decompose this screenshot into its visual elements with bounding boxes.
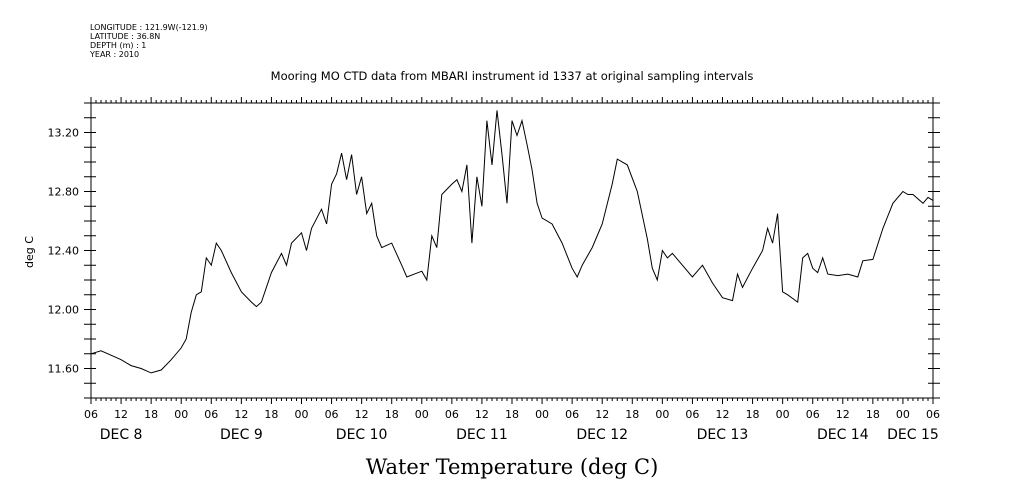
y-tick-label: 12.40	[48, 245, 80, 258]
x-day-label: DEC 11	[456, 427, 508, 443]
x-tick-label: 00	[174, 408, 188, 421]
x-tick-label: 18	[866, 408, 880, 421]
y-tick-label: 12.00	[48, 304, 80, 317]
metadata-block: LONGITUDE : 121.9W(-121.9)LATITUDE : 36.…	[89, 23, 208, 59]
y-axis-label: deg C	[23, 236, 36, 268]
x-day-label: DEC 10	[336, 427, 388, 443]
x-tick-label: 06	[445, 408, 459, 421]
metadata-line: DEPTH (m) : 1	[90, 41, 146, 50]
x-tick-label: 00	[535, 408, 549, 421]
metadata-line: YEAR : 2010	[89, 50, 139, 59]
x-tick-label: 06	[325, 408, 339, 421]
x-tick-label: 06	[685, 408, 699, 421]
x-day-label: DEC 8	[100, 427, 143, 443]
x-tick-label: 00	[415, 408, 429, 421]
x-tick-label: 18	[746, 408, 760, 421]
x-tick-label: 18	[385, 408, 399, 421]
x-tick-label: 06	[84, 408, 98, 421]
x-day-label: DEC 12	[576, 427, 628, 443]
y-tick-label: 12.80	[48, 186, 80, 199]
chart-title: Mooring MO CTD data from MBARI instrumen…	[271, 69, 754, 83]
series-line	[90, 110, 934, 374]
x-axis: 06 12 18 00 06 12 18 00 06 12 18 00 06 12 18 00 06 12 18 00…	[84, 97, 940, 443]
x-tick-label: 12	[716, 408, 730, 421]
x-day-label: DEC 14	[817, 427, 869, 443]
x-tick-label: 00	[655, 408, 669, 421]
x-tick-label: 18	[144, 408, 158, 421]
x-day-label: DEC 15	[887, 427, 939, 443]
x-tick-label: 12	[595, 408, 609, 421]
x-tick-label: 12	[234, 408, 248, 421]
metadata-line: LONGITUDE : 121.9W(-121.9)	[90, 23, 208, 32]
x-tick-label: 12	[355, 408, 369, 421]
y-axis: 11.60 12.00 12.40 12.80 13.20	[48, 102, 940, 399]
x-tick-label: 00	[295, 408, 309, 421]
x-tick-label: 06	[565, 408, 579, 421]
x-axis-label: Water Temperature (deg C)	[366, 455, 659, 479]
x-tick-label: 18	[505, 408, 519, 421]
x-tick-label: 12	[836, 408, 850, 421]
x-tick-label: 18	[264, 408, 278, 421]
x-tick-label: 06	[204, 408, 218, 421]
y-tick-label: 13.20	[48, 127, 80, 140]
x-tick-label: 18	[625, 408, 639, 421]
x-tick-label: 12	[114, 408, 128, 421]
x-tick-label: 06	[926, 408, 940, 421]
x-day-label: DEC 13	[697, 427, 749, 443]
y-tick-label: 11.60	[48, 363, 80, 376]
x-tick-label: 00	[896, 408, 910, 421]
x-tick-label: 06	[806, 408, 820, 421]
x-day-label: DEC 9	[220, 427, 263, 443]
x-tick-label: 00	[776, 408, 790, 421]
metadata-line: LATITUDE : 36.8N	[90, 32, 160, 41]
plot-frame	[90, 102, 934, 399]
x-tick-label: 12	[475, 408, 489, 421]
